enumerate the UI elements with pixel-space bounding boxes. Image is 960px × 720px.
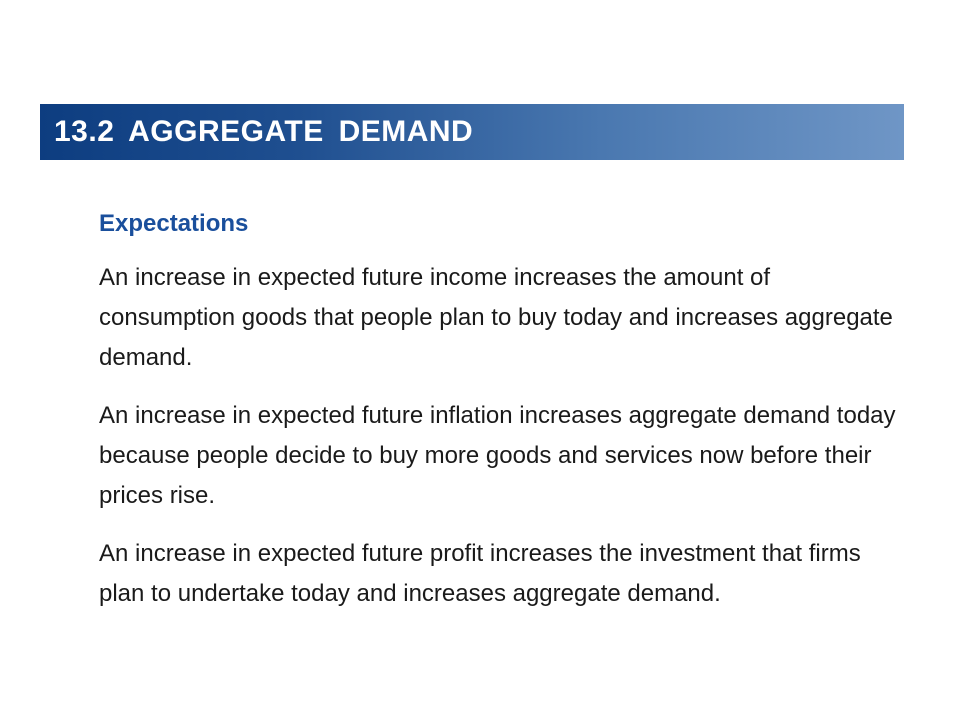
title-bar: 13.2 AGGREGATE DEMAND: [40, 104, 904, 160]
paragraph-income: An increase in expected future income in…: [99, 264, 893, 371]
section-heading: Expectations: [99, 210, 249, 237]
slide-content: Expectations An increase in expected fut…: [99, 205, 899, 632]
slide-title: 13.2 AGGREGATE DEMAND: [54, 115, 474, 148]
paragraph-profit: An increase in expected future profit in…: [99, 540, 861, 607]
paragraph-inflation: An increase in expected future inflation…: [99, 402, 896, 509]
